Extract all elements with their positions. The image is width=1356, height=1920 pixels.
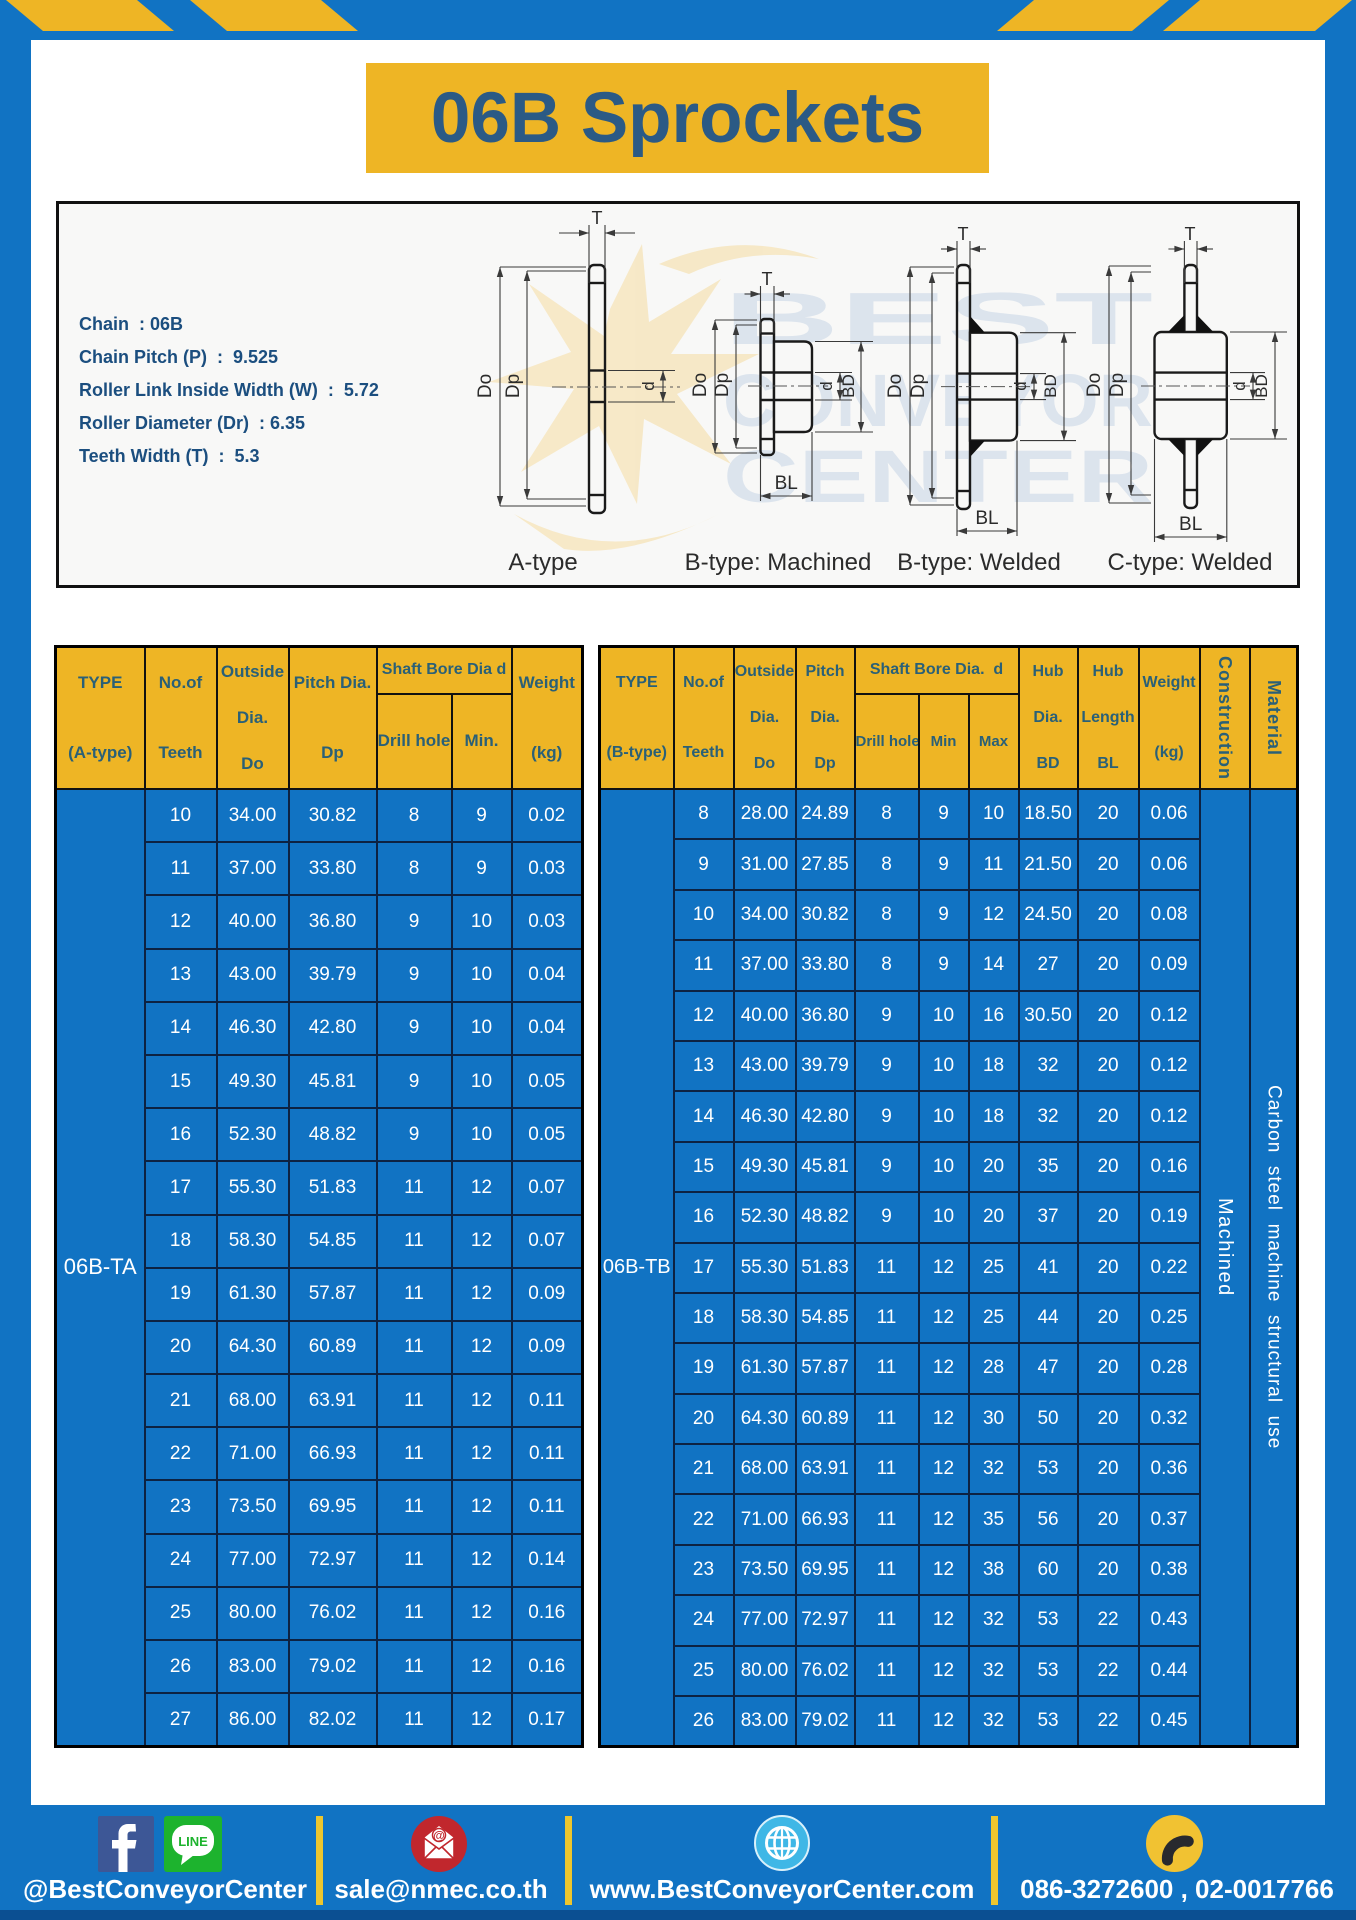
svg-text:BL: BL	[975, 508, 998, 529]
svg-text:Dp: Dp	[712, 373, 733, 397]
svg-text:T: T	[762, 269, 773, 289]
svg-text:d: d	[639, 381, 658, 390]
svg-text:d: d	[1011, 381, 1030, 390]
svg-text:BD: BD	[1252, 374, 1271, 398]
svg-text:C-type: Welded: C-type: Welded	[1108, 549, 1273, 576]
svg-text:Dp: Dp	[503, 374, 524, 398]
svg-text:T: T	[592, 208, 603, 228]
svg-text:d: d	[817, 381, 836, 390]
svg-text:BD: BD	[839, 374, 858, 398]
svg-text:Do: Do	[690, 373, 711, 397]
svg-text:A-type: A-type	[508, 549, 577, 576]
svg-text:BD: BD	[1041, 374, 1060, 398]
svg-text:d: d	[1230, 381, 1249, 390]
svg-text:Dp: Dp	[1107, 373, 1128, 397]
svg-text:B-type: Machined: B-type: Machined	[685, 549, 872, 576]
svg-text:B-type: Welded: B-type: Welded	[897, 549, 1061, 576]
svg-text:BL: BL	[775, 473, 798, 494]
svg-text:T: T	[958, 224, 969, 244]
svg-text:BL: BL	[1179, 514, 1202, 535]
svg-text:Do: Do	[475, 374, 496, 398]
svg-text:T: T	[1185, 224, 1196, 244]
svg-text:@: @	[433, 1829, 445, 1843]
svg-text:LINE: LINE	[178, 1834, 208, 1849]
svg-text:Dp: Dp	[908, 374, 929, 398]
svg-text:CENTER: CENTER	[723, 435, 1153, 518]
svg-text:Do: Do	[1084, 373, 1105, 397]
svg-text:Do: Do	[885, 374, 906, 398]
